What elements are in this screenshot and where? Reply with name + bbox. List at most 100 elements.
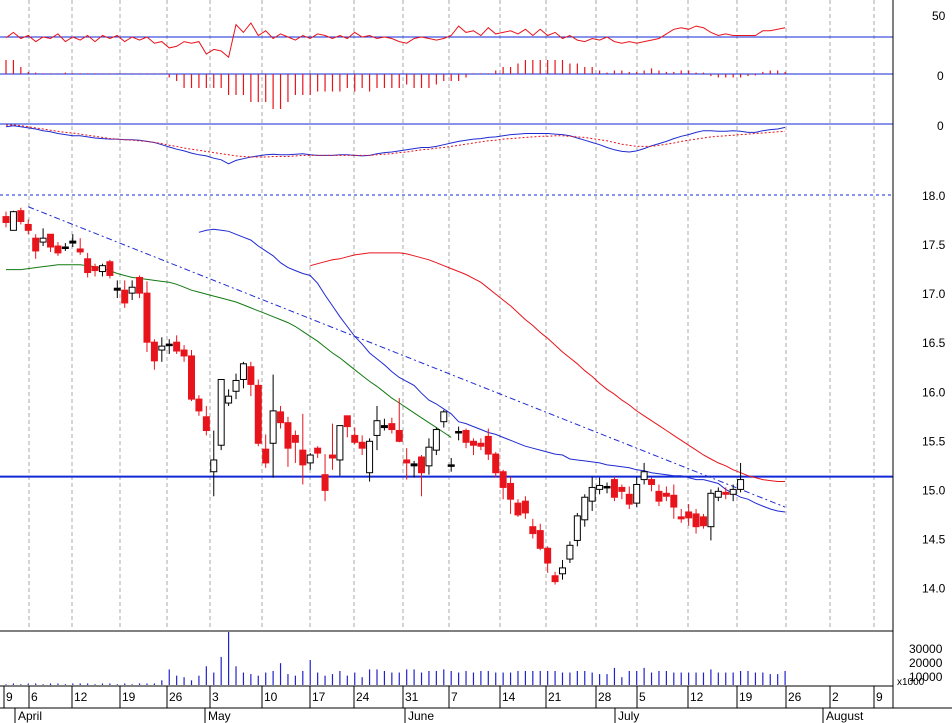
candle-body [544, 547, 552, 564]
price-tick-label: 14.5 [922, 532, 946, 546]
candle-body [737, 479, 745, 490]
candle-body [662, 492, 670, 497]
candle-body [2, 216, 10, 223]
osc1-axis-label: 50 [932, 9, 946, 23]
candle-body [410, 463, 418, 467]
candle-body [239, 363, 247, 380]
month-label: August [826, 709, 864, 723]
candle-body [188, 355, 195, 400]
oscillator-line [5, 22, 786, 59]
candle-body [455, 430, 463, 434]
volume-tick-label: 20000 [909, 656, 943, 670]
candle-body [536, 530, 544, 549]
price-tick-label: 15.0 [922, 483, 946, 497]
price-tick-label: 14.0 [922, 582, 946, 596]
price-tick-label: 16.5 [922, 336, 946, 350]
x-tick-label: 19 [739, 690, 753, 704]
candle-body [91, 266, 99, 272]
candle-body [425, 446, 433, 467]
candle-body [395, 430, 403, 442]
candle-body [507, 483, 515, 500]
x-tick-label: 7 [451, 690, 458, 704]
month-label: June [408, 709, 434, 723]
macd-axis-label: 0 [937, 119, 944, 133]
candle-body [121, 289, 129, 304]
candle-body [9, 211, 17, 231]
candle-body [559, 567, 566, 575]
candle-body [232, 379, 240, 392]
candle-body [47, 233, 55, 248]
candle-body [277, 411, 285, 424]
candle-body [380, 425, 388, 429]
candle-body [722, 491, 730, 495]
candle-body [699, 516, 707, 527]
candle-body [299, 449, 307, 466]
volume-tick-label: 30000 [909, 642, 943, 656]
candle-body [588, 486, 596, 502]
candle-body [447, 464, 455, 467]
candle-body [432, 429, 440, 451]
x-tick-label: 21 [548, 690, 562, 704]
x-tick-label: 31 [405, 690, 419, 704]
candle-body [254, 384, 262, 444]
x-tick-label: 26 [788, 690, 802, 704]
candle-body [521, 500, 529, 514]
candle-body [440, 411, 448, 423]
x-tick-label: 17 [312, 690, 326, 704]
candle-body [358, 441, 366, 449]
moving-average-mid [310, 252, 786, 482]
candle-body [328, 454, 336, 459]
candle-body [217, 378, 225, 446]
month-label: April [18, 709, 42, 723]
candle-body [150, 341, 158, 362]
x-tick-label: 10 [264, 690, 278, 704]
candle-body [98, 265, 106, 273]
candle-body [306, 454, 314, 464]
candle-body [269, 410, 277, 444]
candle-body [596, 484, 604, 490]
candle-body [284, 422, 292, 449]
candle-body [692, 513, 700, 528]
candle-body [32, 237, 40, 252]
moving-average-long [6, 264, 452, 438]
x-tick-label: 14 [502, 690, 516, 704]
candle-body [469, 440, 477, 446]
x-tick-label: 3 [212, 690, 219, 704]
candle-body [321, 474, 329, 491]
candle-body [69, 240, 77, 244]
candle-body [648, 479, 656, 485]
oscillator-panel [5, 22, 786, 59]
candle-body [128, 286, 136, 294]
volume-panel [5, 632, 786, 685]
candle-body [180, 349, 188, 357]
candle-body [54, 245, 62, 254]
macd-panel [5, 124, 786, 165]
candle-body [707, 492, 715, 528]
candle-body [173, 341, 181, 352]
candle-body [17, 210, 25, 222]
candle-body [373, 420, 381, 436]
x-tick-label: 5 [639, 690, 646, 704]
candle-body [514, 502, 522, 516]
candle-body [210, 459, 218, 473]
candle-body [113, 287, 121, 291]
candle-body [291, 434, 299, 443]
candle-body [484, 435, 492, 455]
candle-body [603, 485, 611, 489]
x-tick-label: 24 [356, 690, 370, 704]
candle-body [336, 425, 344, 461]
price-tick-label: 17.5 [922, 238, 946, 252]
month-label: July [618, 709, 639, 723]
candle-body [143, 292, 151, 343]
candle-body [640, 471, 648, 481]
candle-body [76, 248, 84, 253]
candle-body [418, 456, 426, 474]
month-label: May [208, 709, 231, 723]
candle-body [39, 237, 47, 243]
candle-body [225, 395, 233, 404]
candle-body [403, 459, 411, 464]
candle-body [529, 526, 537, 535]
candle-body [670, 494, 678, 508]
